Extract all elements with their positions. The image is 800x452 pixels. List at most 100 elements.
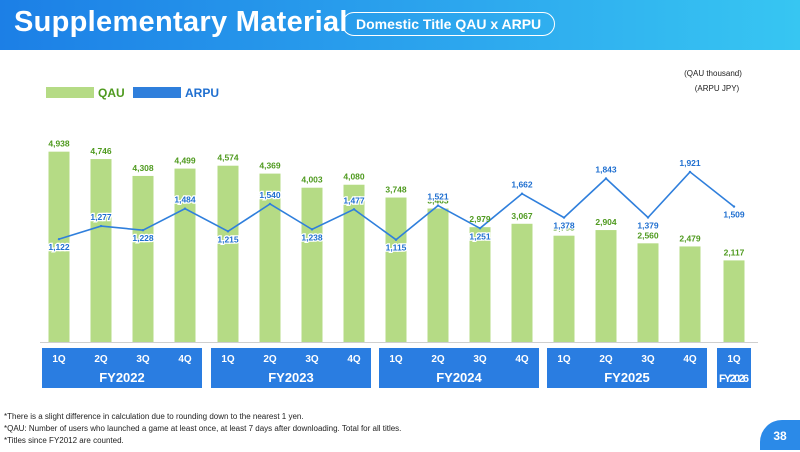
quarter-label: 2Q: [599, 354, 613, 365]
arpu-point: [604, 177, 608, 180]
fiscal-year-label: FY2023: [268, 370, 314, 385]
quarter-label: 2Q: [94, 354, 108, 365]
quarter-label: 3Q: [473, 354, 487, 365]
qau-arpu-chart: QAU ARPU (QAU thousand) (ARPU JPY) 4,938…: [40, 69, 758, 388]
quarter-label: 4Q: [683, 354, 697, 365]
quarter-label: 3Q: [305, 354, 319, 365]
qau-data-label: 2,117: [724, 247, 745, 257]
qau-data-label: 2,758: [553, 223, 575, 233]
quarter-label: 1Q: [52, 354, 66, 365]
arpu-point: [183, 207, 187, 210]
qau-bar: [427, 208, 449, 342]
arpu-data-label: 1,238: [301, 232, 323, 242]
fiscal-year-label: FY2022: [99, 370, 145, 385]
qau-data-label: 4,003: [301, 175, 323, 185]
arpu-point: [646, 216, 650, 219]
qau-unit-note: (QAU thousand): [684, 69, 742, 78]
qau-bar: [48, 151, 70, 342]
qau-bar: [511, 223, 533, 342]
qau-bar: [217, 165, 239, 342]
arpu-data-label: 1,251: [469, 231, 491, 241]
fiscal-year-label: FY2026: [719, 373, 749, 385]
arpu-point: [436, 204, 440, 207]
fy-box: [211, 348, 371, 388]
subtitle-pill: Domestic Title QAU x ARPU: [342, 12, 556, 36]
arpu-data-label: 1,509: [723, 210, 745, 220]
fy-box: [379, 348, 539, 388]
fy-box: [717, 348, 751, 388]
fy-box: [42, 348, 202, 388]
qau-data-label: 4,369: [259, 161, 281, 171]
qau-data-label: 3,748: [385, 185, 407, 195]
arpu-point: [562, 216, 566, 219]
arpu-point: [688, 170, 692, 174]
footnote: *Titles since FY2012 are counted.: [4, 436, 124, 445]
arpu-data-label: 1,378: [553, 221, 575, 231]
arpu-point: [268, 202, 272, 206]
arpu-data-label: 1,662: [511, 180, 533, 190]
legend-arpu-swatch: [133, 87, 181, 98]
quarter-label: 1Q: [389, 354, 403, 365]
qau-data-label: 2,979: [469, 214, 491, 224]
qau-bar: [90, 159, 112, 342]
qau-bar: [343, 184, 365, 342]
quarter-label: 4Q: [515, 354, 529, 365]
qau-data-label: 4,574: [217, 153, 239, 163]
footnotes: *There is a slight difference in calcula…: [4, 411, 401, 447]
qau-bar: [385, 197, 407, 342]
arpu-data-label: 1,115: [386, 243, 407, 253]
qau-bar: [723, 260, 745, 342]
arpu-point: [226, 230, 230, 233]
legend-qau-swatch: [46, 87, 94, 98]
qau-bar: [595, 230, 617, 342]
qau-bar: [679, 246, 701, 342]
page-title: Supplementary Material: [14, 6, 348, 38]
qau-bar: [132, 175, 154, 342]
arpu-point: [394, 238, 398, 241]
qau-bar: [637, 243, 659, 342]
quarter-label: 4Q: [178, 354, 192, 365]
qau-data-label: 4,080: [343, 172, 365, 182]
quarter-label: 1Q: [221, 354, 235, 365]
qau-bar: [469, 227, 491, 342]
arpu-point: [520, 192, 524, 195]
quarter-label: 3Q: [136, 354, 150, 365]
arpu-point: [352, 208, 356, 211]
qau-data-label: 3,067: [511, 211, 533, 221]
qau-data-label: 2,479: [679, 233, 701, 243]
qau-bar: [553, 235, 575, 342]
arpu-data-label: 1,215: [217, 234, 239, 244]
fiscal-year-label: FY2025: [604, 370, 650, 385]
fiscal-year-label: FY2024: [436, 370, 482, 385]
footnote: *QAU: Number of users who launched a gam…: [4, 424, 402, 433]
arpu-data-label: 1,540: [259, 190, 281, 200]
arpu-point: [478, 227, 482, 230]
quarter-label: 1Q: [557, 354, 571, 365]
arpu-point: [57, 237, 61, 241]
arpu-point: [99, 224, 103, 228]
quarter-label: 3Q: [641, 354, 655, 365]
qau-data-label: 3,463: [427, 196, 449, 206]
arpu-point: [732, 205, 736, 208]
arpu-data-label: 1,277: [90, 212, 112, 222]
quarter-label: 2Q: [263, 354, 277, 365]
qau-data-label: 2,904: [595, 217, 617, 227]
arpu-data-label: 1,379: [637, 221, 659, 231]
qau-data-label: 4,499: [174, 156, 196, 166]
quarter-label: 4Q: [347, 354, 361, 365]
arpu-data-label: 1,122: [48, 242, 70, 252]
fy-box: [547, 348, 707, 388]
page-number: 38: [760, 420, 800, 450]
qau-bar: [259, 173, 281, 342]
arpu-data-label: 1,228: [132, 233, 154, 243]
qau-data-label: 4,938: [48, 139, 70, 149]
arpu-data-label: 1,843: [595, 164, 617, 174]
qau-bar: [301, 187, 323, 342]
arpu-data-label: 1,521: [427, 192, 449, 202]
header-banner: Supplementary Material Domestic Title QA…: [0, 0, 800, 50]
arpu-data-label: 1,484: [174, 195, 196, 205]
legend-arpu-label: ARPU: [185, 86, 219, 100]
qau-data-label: 4,746: [90, 146, 112, 156]
qau-data-label: 4,308: [132, 163, 154, 173]
arpu-unit-note: (ARPU JPY): [695, 84, 740, 93]
